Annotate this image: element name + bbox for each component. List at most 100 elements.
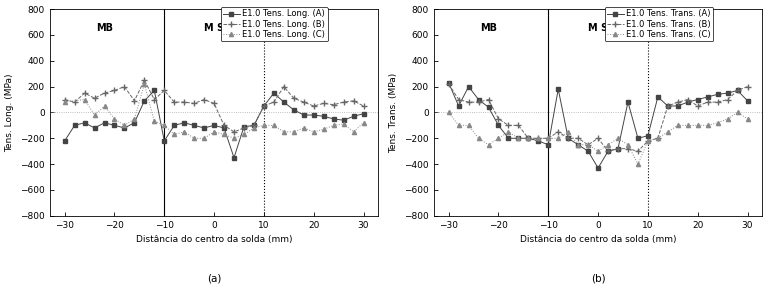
E1.0 Tens. Trans. (B): [703, 100, 712, 104]
Text: M S: M S: [204, 23, 224, 33]
E1.0 Tens. Long. (B): [190, 102, 199, 105]
E1.0 Tens. Long. (C): [140, 82, 149, 86]
E1.0 Tens. Long. (A): [130, 121, 139, 124]
E1.0 Tens. Trans. (B): [554, 130, 563, 134]
E1.0 Tens. Trans. (C): [594, 150, 603, 153]
E1.0 Tens. Long. (C): [240, 133, 249, 136]
E1.0 Tens. Trans. (B): [564, 137, 573, 140]
E1.0 Tens. Long. (B): [60, 98, 69, 101]
E1.0 Tens. Long. (B): [319, 102, 328, 105]
E1.0 Tens. Trans. (A): [534, 139, 543, 143]
E1.0 Tens. Long. (B): [230, 130, 239, 134]
E1.0 Tens. Trans. (C): [614, 137, 623, 140]
E1.0 Tens. Long. (C): [130, 117, 139, 121]
E1.0 Tens. Long. (B): [339, 100, 348, 104]
E1.0 Tens. Trans. (C): [454, 124, 463, 127]
E1.0 Tens. Long. (A): [260, 104, 269, 108]
E1.0 Tens. Trans. (C): [733, 111, 742, 114]
E1.0 Tens. Trans. (B): [723, 98, 732, 101]
E1.0 Tens. Trans. (B): [464, 100, 473, 104]
Line: E1.0 Tens. Long. (A): E1.0 Tens. Long. (A): [62, 88, 366, 160]
E1.0 Tens. Long. (B): [260, 104, 269, 108]
E1.0 Tens. Long. (C): [100, 104, 109, 108]
E1.0 Tens. Long. (A): [210, 124, 219, 127]
E1.0 Tens. Trans. (C): [713, 121, 722, 124]
E1.0 Tens. Trans. (C): [604, 143, 613, 147]
E1.0 Tens. Long. (B): [140, 78, 149, 82]
E1.0 Tens. Long. (C): [210, 130, 219, 134]
E1.0 Tens. Trans. (B): [504, 124, 513, 127]
E1.0 Tens. Trans. (A): [484, 106, 493, 109]
E1.0 Tens. Long. (B): [180, 100, 189, 104]
E1.0 Tens. Long. (C): [339, 122, 348, 126]
E1.0 Tens. Trans. (C): [444, 111, 453, 114]
E1.0 Tens. Trans. (A): [454, 104, 463, 108]
E1.0 Tens. Trans. (B): [514, 124, 523, 127]
E1.0 Tens. Trans. (A): [723, 91, 732, 95]
E1.0 Tens. Long. (B): [220, 124, 229, 127]
E1.0 Tens. Trans. (B): [664, 104, 673, 108]
E1.0 Tens. Long. (A): [190, 124, 199, 127]
E1.0 Tens. Trans. (B): [544, 137, 553, 140]
E1.0 Tens. Long. (C): [319, 127, 328, 131]
Line: E1.0 Tens. Trans. (A): E1.0 Tens. Trans. (A): [446, 81, 750, 170]
E1.0 Tens. Trans. (A): [504, 137, 513, 140]
E1.0 Tens. Trans. (B): [743, 85, 752, 88]
E1.0 Tens. Trans. (A): [444, 81, 453, 84]
E1.0 Tens. Trans. (B): [454, 98, 463, 101]
Line: E1.0 Tens. Long. (C): E1.0 Tens. Long. (C): [62, 82, 366, 140]
E1.0 Tens. Long. (B): [309, 104, 318, 108]
E1.0 Tens. Trans. (B): [494, 117, 503, 121]
E1.0 Tens. Trans. (C): [654, 137, 663, 140]
E1.0 Tens. Trans. (A): [703, 95, 712, 99]
E1.0 Tens. Long. (A): [240, 125, 249, 128]
Legend: E1.0 Tens. Long. (A), E1.0 Tens. Long. (B), E1.0 Tens. Long. (C): E1.0 Tens. Long. (A), E1.0 Tens. Long. (…: [220, 7, 328, 42]
E1.0 Tens. Trans. (B): [534, 137, 543, 140]
E1.0 Tens. Long. (A): [120, 126, 129, 130]
E1.0 Tens. Long. (A): [319, 114, 328, 118]
E1.0 Tens. Long. (C): [230, 137, 239, 140]
E1.0 Tens. Trans. (B): [693, 104, 702, 108]
E1.0 Tens. Trans. (B): [654, 137, 663, 140]
E1.0 Tens. Long. (C): [190, 137, 199, 140]
E1.0 Tens. Trans. (C): [534, 137, 543, 140]
E1.0 Tens. Trans. (B): [444, 82, 453, 86]
E1.0 Tens. Trans. (A): [474, 98, 483, 101]
E1.0 Tens. Trans. (B): [474, 100, 483, 104]
E1.0 Tens. Long. (B): [80, 91, 89, 95]
Text: M S: M S: [588, 23, 608, 33]
E1.0 Tens. Long. (B): [160, 89, 169, 92]
E1.0 Tens. Long. (C): [90, 113, 99, 117]
E1.0 Tens. Trans. (A): [514, 137, 523, 140]
E1.0 Tens. Trans. (C): [683, 124, 692, 127]
E1.0 Tens. Trans. (B): [524, 137, 533, 140]
E1.0 Tens. Long. (A): [329, 117, 338, 121]
E1.0 Tens. Long. (A): [160, 139, 169, 143]
E1.0 Tens. Trans. (B): [624, 147, 633, 150]
E1.0 Tens. Trans. (B): [594, 137, 603, 140]
E1.0 Tens. Long. (A): [299, 113, 308, 117]
E1.0 Tens. Trans. (C): [504, 130, 513, 134]
E1.0 Tens. Long. (C): [299, 126, 308, 130]
E1.0 Tens. Long. (A): [290, 108, 299, 112]
E1.0 Tens. Trans. (B): [713, 100, 722, 104]
E1.0 Tens. Long. (B): [290, 96, 299, 100]
Line: E1.0 Tens. Trans. (C): E1.0 Tens. Trans. (C): [446, 110, 750, 166]
Y-axis label: Tens. Long. (MPa): Tens. Long. (MPa): [5, 73, 15, 152]
E1.0 Tens. Long. (C): [170, 133, 179, 136]
E1.0 Tens. Trans. (A): [674, 104, 683, 108]
E1.0 Tens. Long. (B): [329, 103, 338, 106]
E1.0 Tens. Long. (A): [90, 126, 99, 130]
E1.0 Tens. Long. (C): [160, 124, 169, 127]
E1.0 Tens. Trans. (C): [564, 130, 573, 134]
E1.0 Tens. Long. (B): [270, 100, 279, 104]
E1.0 Tens. Long. (B): [240, 126, 249, 130]
E1.0 Tens. Long. (C): [250, 126, 259, 130]
E1.0 Tens. Long. (A): [280, 100, 289, 104]
E1.0 Tens. Trans. (C): [524, 137, 533, 140]
E1.0 Tens. Long. (A): [150, 89, 159, 92]
E1.0 Tens. Trans. (A): [564, 137, 573, 140]
E1.0 Tens. Trans. (A): [683, 100, 692, 104]
E1.0 Tens. Trans. (C): [514, 137, 523, 140]
E1.0 Tens. Long. (A): [170, 124, 179, 127]
